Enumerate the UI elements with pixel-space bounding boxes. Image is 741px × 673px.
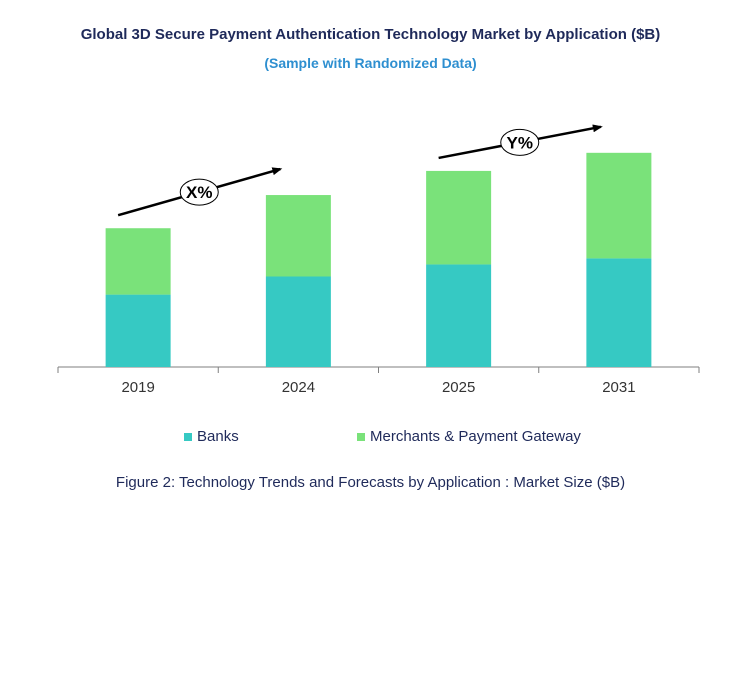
bar-merchants-2025 xyxy=(426,170,492,265)
bar-banks-2019 xyxy=(105,294,171,367)
chart-title: Global 3D Secure Payment Authentication … xyxy=(80,26,661,43)
x-tick-label-2031: 2031 xyxy=(602,379,635,396)
trend-label-oval-1 xyxy=(179,178,219,206)
legend-swatch-merchants xyxy=(357,432,365,441)
stacked-bar-chart: 2019 2024 2025 2031 X% Y% xyxy=(57,124,700,396)
bar-banks-2031 xyxy=(586,258,652,367)
legend-item-merchants: Merchants & Payment Gateway xyxy=(357,428,581,445)
legend-swatch-banks xyxy=(184,432,192,441)
bar-banks-2024 xyxy=(265,276,331,367)
bar-merchants-2019 xyxy=(105,228,171,295)
trend-label-1: X% xyxy=(186,183,212,202)
chart-subtitle: (Sample with Randomized Data) xyxy=(264,55,477,71)
legend-item-banks: Banks xyxy=(184,428,239,445)
figure-caption: Figure 2: Technology Trends and Forecast… xyxy=(115,474,626,491)
bar-banks-2025 xyxy=(426,264,492,367)
legend-label-merchants: Merchants & Payment Gateway xyxy=(370,428,581,445)
legend-label-banks: Banks xyxy=(197,428,239,445)
x-tick-label-2024: 2024 xyxy=(282,379,315,396)
x-tick-label-2025: 2025 xyxy=(442,379,475,396)
x-tick-label-2019: 2019 xyxy=(121,379,154,396)
trend-label-oval-2 xyxy=(500,128,540,156)
bar-merchants-2031 xyxy=(586,152,652,259)
bar-merchants-2024 xyxy=(265,195,331,277)
trend-label-2: Y% xyxy=(507,133,533,152)
